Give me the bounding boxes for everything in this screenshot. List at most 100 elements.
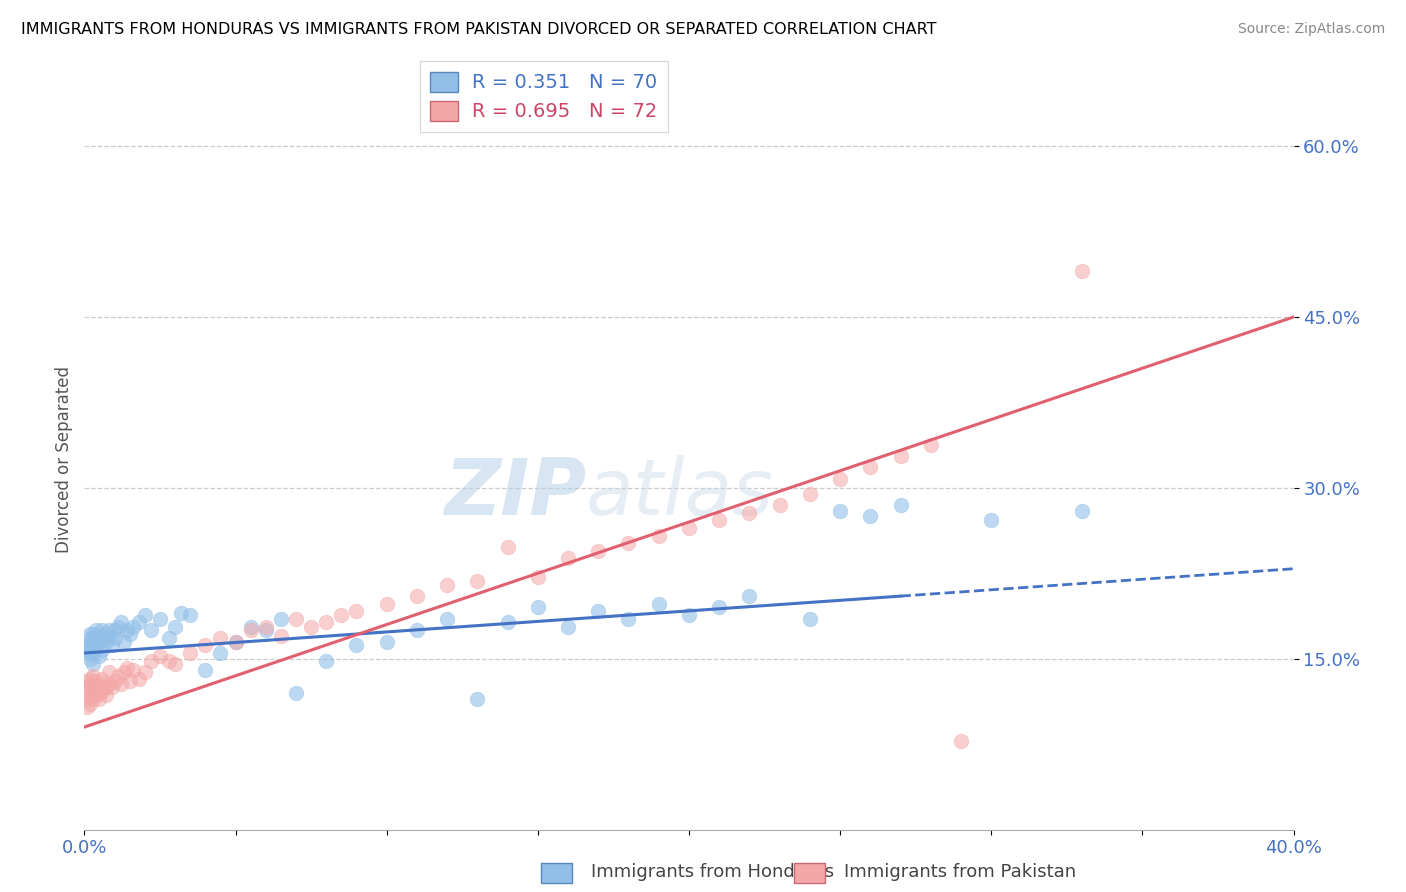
Point: [107, 620, 129, 634]
Y-axis label: Divorced or Separated: Divorced or Separated: [55, 366, 73, 553]
Point: [648, 529, 671, 543]
Point: [254, 624, 277, 638]
Point: [76, 691, 98, 706]
Text: ZIP: ZIP: [444, 455, 586, 531]
Point: [285, 686, 308, 700]
Point: [194, 663, 217, 677]
Point: [97, 677, 120, 691]
Point: [76, 646, 98, 660]
Point: [165, 657, 187, 672]
Point: [89, 686, 111, 700]
Point: [157, 654, 180, 668]
Point: [89, 677, 111, 691]
Point: [406, 589, 429, 603]
Point: [100, 638, 122, 652]
Point: [94, 680, 117, 694]
Text: Immigrants from Honduras: Immigrants from Honduras: [591, 863, 834, 881]
Point: [346, 604, 368, 618]
Point: [104, 631, 127, 645]
Point: [830, 472, 852, 486]
Point: [165, 620, 187, 634]
Point: [346, 638, 368, 652]
Point: [118, 674, 141, 689]
Point: [134, 608, 156, 623]
Point: [436, 612, 458, 626]
Point: [406, 624, 429, 638]
Point: [107, 669, 129, 683]
Point: [239, 620, 262, 634]
Point: [588, 604, 610, 618]
Legend: R = 0.351   N = 70, R = 0.695   N = 72: R = 0.351 N = 70, R = 0.695 N = 72: [419, 62, 668, 132]
Point: [467, 574, 489, 589]
Point: [830, 503, 852, 517]
Point: [91, 642, 114, 657]
Point: [436, 577, 458, 591]
Point: [149, 612, 172, 626]
Point: [91, 631, 114, 645]
Text: atlas: atlas: [586, 455, 775, 531]
Point: [82, 657, 104, 672]
Point: [82, 669, 104, 683]
Point: [709, 600, 731, 615]
Point: [97, 665, 120, 680]
Point: [79, 672, 101, 686]
Text: Source: ZipAtlas.com: Source: ZipAtlas.com: [1237, 22, 1385, 37]
Point: [79, 677, 101, 691]
Point: [79, 688, 101, 702]
Point: [254, 620, 277, 634]
Point: [890, 449, 912, 463]
Point: [97, 631, 120, 645]
Point: [799, 486, 821, 500]
Point: [86, 631, 108, 645]
Point: [91, 672, 114, 686]
Point: [225, 634, 247, 648]
Point: [115, 661, 138, 675]
Point: [76, 638, 98, 652]
Point: [94, 688, 117, 702]
Point: [557, 551, 579, 566]
Point: [104, 624, 127, 638]
Point: [79, 626, 101, 640]
Point: [79, 698, 101, 712]
Point: [194, 638, 217, 652]
Point: [79, 631, 101, 645]
Point: [118, 626, 141, 640]
Point: [467, 691, 489, 706]
Point: [648, 597, 671, 611]
Point: [100, 680, 122, 694]
Point: [112, 665, 135, 680]
Point: [86, 688, 108, 702]
Point: [496, 540, 519, 554]
Point: [799, 612, 821, 626]
Point: [738, 589, 761, 603]
Point: [209, 631, 232, 645]
Point: [82, 680, 104, 694]
Point: [149, 649, 172, 664]
Point: [225, 634, 247, 648]
Point: [79, 640, 101, 655]
Point: [527, 570, 550, 584]
Point: [179, 608, 201, 623]
Point: [82, 626, 104, 640]
Point: [557, 620, 579, 634]
Point: [617, 535, 640, 549]
Point: [94, 634, 117, 648]
Point: [980, 513, 1002, 527]
Point: [76, 680, 98, 694]
Point: [104, 674, 127, 689]
Point: [76, 642, 98, 657]
Point: [89, 629, 111, 643]
Point: [678, 608, 700, 623]
Point: [330, 608, 353, 623]
Point: [375, 634, 398, 648]
Point: [527, 600, 550, 615]
Point: [76, 674, 98, 689]
Point: [128, 615, 150, 630]
Point: [139, 624, 162, 638]
Point: [179, 646, 201, 660]
Point: [859, 509, 882, 524]
Point: [315, 654, 337, 668]
Point: [89, 691, 111, 706]
Point: [76, 683, 98, 698]
Point: [678, 521, 700, 535]
